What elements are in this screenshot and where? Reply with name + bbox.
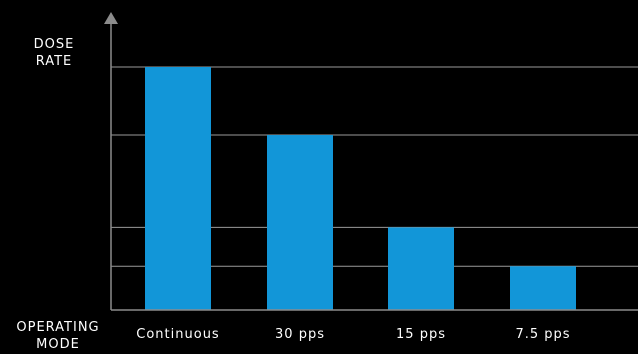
x-tick-label-2: 15 pps <box>396 327 446 342</box>
bars <box>145 67 576 310</box>
bar-2 <box>388 227 454 310</box>
x-tick-label-1: 30 pps <box>275 327 325 342</box>
x-tick-labels: Continuous 30 pps 15 pps 7.5 pps <box>136 327 570 342</box>
y-axis-label-line-2: RATE <box>36 54 73 69</box>
bar-1 <box>267 135 333 310</box>
x-axis-label-line-1: OPERATING <box>16 320 99 335</box>
bar-3 <box>510 266 576 310</box>
y-axis-label-line-1: DOSE <box>34 37 75 52</box>
y-axis-arrow-icon <box>104 12 118 24</box>
x-axis-label-line-2: MODE <box>36 337 80 352</box>
x-tick-label-3: 7.5 pps <box>515 327 570 342</box>
x-tick-label-0: Continuous <box>136 327 219 342</box>
bar-0 <box>145 67 211 310</box>
